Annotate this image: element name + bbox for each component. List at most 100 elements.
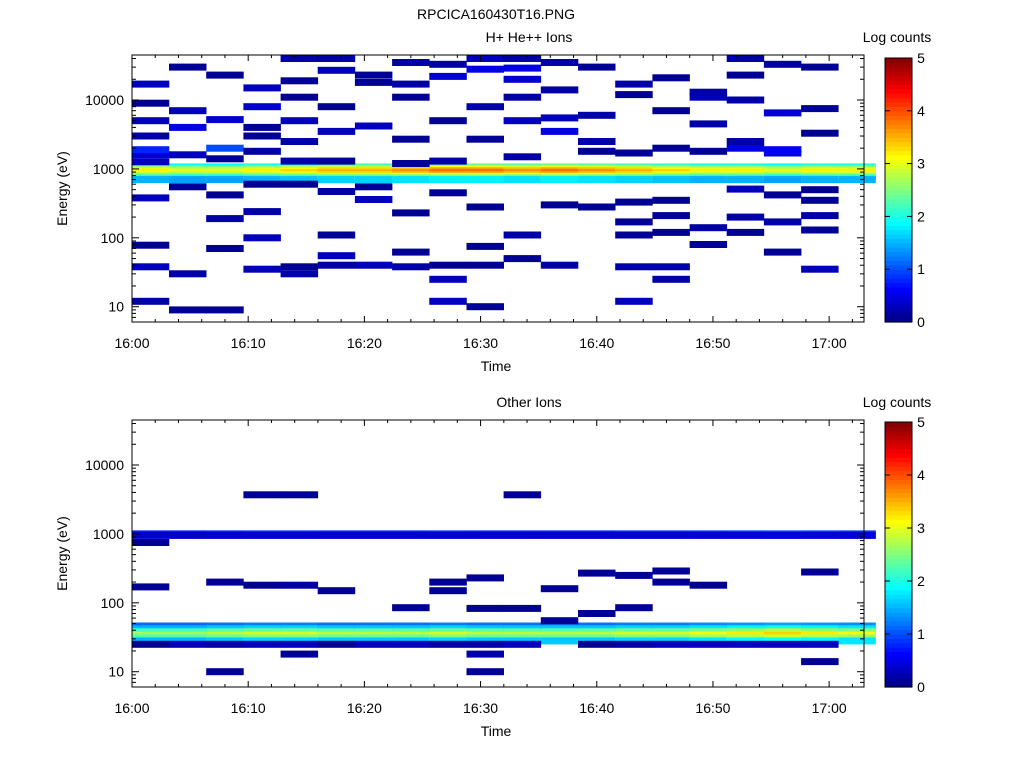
band-cell	[354, 176, 393, 184]
sparse-cell	[392, 135, 430, 143]
sparse-cell	[206, 116, 244, 124]
x-tick-label: 16:30	[463, 700, 498, 716]
heatmap-cells	[131, 55, 876, 314]
colorbar-frame	[884, 57, 913, 323]
sparse-cell	[131, 241, 170, 249]
sparse-cell	[206, 71, 244, 79]
x-tick-label: 16:40	[579, 335, 614, 351]
band-cell	[466, 176, 504, 184]
sparse-cell	[578, 640, 616, 648]
band-cell	[169, 176, 207, 184]
sparse-cell	[466, 650, 504, 658]
sparse-cell	[243, 84, 281, 92]
colorbar-segment	[885, 159, 912, 165]
x-tick-label: 17:00	[812, 335, 847, 351]
band-cell	[429, 176, 467, 184]
sparse-cell	[615, 297, 653, 305]
colorbar-segment	[885, 264, 912, 270]
x-tick-label: 16:20	[347, 335, 382, 351]
band-cell	[392, 531, 430, 539]
sparse-cell	[689, 147, 728, 155]
band-cell	[503, 531, 542, 539]
sparse-cell	[429, 261, 467, 269]
y-tick-label: 1000	[93, 526, 124, 542]
sparse-cell	[243, 208, 281, 216]
sparse-cell	[206, 144, 244, 152]
sparse-cell	[429, 189, 467, 197]
y-tick-label: 1000	[93, 161, 124, 177]
colorbar-segment	[885, 501, 912, 507]
colorbar-segment	[885, 172, 912, 178]
band-cell	[615, 176, 653, 184]
colorbar-segment	[885, 497, 912, 503]
y-tick-label: 100	[101, 230, 125, 246]
sparse-cell	[726, 213, 765, 221]
sparse-cell	[169, 107, 207, 115]
sparse-cell	[317, 55, 356, 62]
colorbar-segment	[885, 256, 912, 261]
sparse-cell	[429, 157, 467, 165]
sparse-cell	[763, 109, 802, 117]
y-tick-label: 10	[108, 664, 124, 680]
sparse-cell	[689, 640, 728, 648]
colorbar-segment	[885, 426, 912, 432]
sparse-cell	[131, 539, 170, 546]
sparse-cell	[317, 157, 356, 165]
colorbar-segment	[885, 168, 912, 173]
colorbar-tick-label: 5	[917, 414, 925, 430]
colorbar-segment	[885, 291, 912, 297]
sparse-cell	[169, 270, 207, 278]
colorbar-segment	[885, 470, 912, 476]
sparse-cell	[131, 583, 170, 591]
band-cell	[280, 531, 319, 539]
colorbar-segment	[885, 634, 912, 640]
colorbar-segment	[885, 313, 912, 319]
sparse-cell	[280, 55, 319, 62]
colorbar-segment	[885, 589, 912, 595]
sparse-cell	[280, 581, 319, 589]
sparse-cell	[392, 263, 430, 271]
band-cell	[206, 176, 244, 184]
colorbar-tick-label: 0	[917, 679, 925, 695]
sparse-cell	[243, 103, 281, 111]
sparse-cell	[763, 146, 802, 154]
colorbar-segment	[885, 488, 912, 494]
sparse-cell	[280, 650, 319, 658]
colorbar-segment	[885, 88, 912, 94]
colorbar-segment	[885, 682, 912, 688]
colorbar-segment	[885, 435, 912, 441]
band-cell	[652, 176, 690, 184]
sparse-cell	[615, 91, 653, 99]
sparse-cell	[801, 63, 839, 71]
sparse-cell	[615, 149, 653, 157]
panel-title: H+ He++ Ions	[486, 29, 573, 45]
colorbar-segment	[885, 220, 912, 226]
sparse-cell	[466, 103, 504, 111]
sparse-cell	[169, 183, 207, 191]
sparse-cell	[503, 640, 542, 648]
band-cell	[838, 637, 876, 645]
colorbar-segment	[885, 260, 912, 266]
colorbar-segment	[885, 194, 912, 200]
colorbar-segment	[885, 483, 912, 489]
sparse-cell	[578, 569, 616, 577]
colorbar-segment	[885, 304, 912, 310]
sparse-cell	[615, 640, 653, 648]
band-cell	[652, 531, 690, 539]
sparse-cell	[801, 196, 839, 204]
sparse-cell	[354, 122, 393, 130]
colorbar-segment	[885, 673, 912, 679]
y-axis-label: Energy (eV)	[54, 516, 70, 591]
sparse-cell	[578, 138, 616, 145]
sparse-cell	[354, 183, 393, 191]
sparse-cell	[503, 64, 542, 72]
sparse-cell	[726, 55, 765, 62]
colorbar-segment	[885, 519, 912, 525]
band-cell	[726, 531, 765, 539]
sparse-cell	[801, 105, 839, 113]
colorbar-segment	[885, 594, 912, 600]
colorbar-segment	[885, 106, 912, 112]
x-tick-label: 16:00	[114, 335, 149, 351]
colorbar-tick-label: 3	[917, 520, 925, 536]
colorbar-tick-label: 4	[917, 103, 925, 119]
